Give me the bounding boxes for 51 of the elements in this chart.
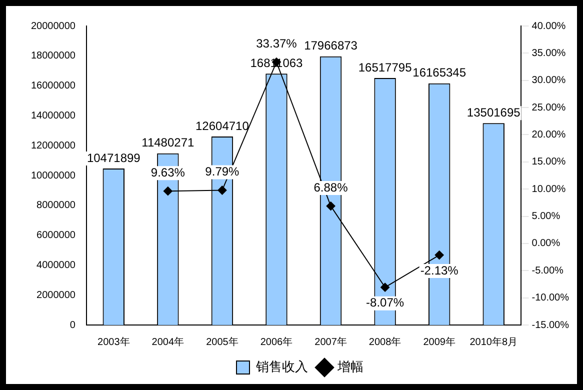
y-tick-label: 4000000 xyxy=(36,260,76,271)
data-label: 16517795 xyxy=(358,60,412,74)
x-tick-label: 2010年8月 xyxy=(470,336,518,348)
legend-label: 增幅 xyxy=(336,359,364,374)
y2-tick-label: -10.00% xyxy=(532,292,570,304)
y-tick-label: 14000000 xyxy=(30,110,76,122)
x-tick-label: 2004年 xyxy=(152,336,184,348)
y2-tick-label: 35.00% xyxy=(532,48,566,59)
y-tick-label: 0 xyxy=(70,320,76,331)
y-tick-label: 18000000 xyxy=(30,50,76,62)
y-tick-label: 6000000 xyxy=(36,230,76,242)
y-tick-label: 16000000 xyxy=(30,80,76,92)
point xyxy=(434,250,444,260)
y-tick-label: 10000000 xyxy=(30,170,76,182)
y2-tick-label: -5.00% xyxy=(532,265,564,276)
y2-tick-label: 10.00% xyxy=(532,184,566,195)
legend-label: 销售收入 xyxy=(255,359,308,374)
y-tick-label: 20000000 xyxy=(30,20,76,32)
y2-tick-label: 40.00% xyxy=(532,20,566,32)
data-label: 17966873 xyxy=(304,38,358,53)
data-label: 9.79% xyxy=(205,164,240,179)
x-tick-label: 2008年 xyxy=(368,336,402,348)
data-label: -8.07% xyxy=(366,296,404,310)
data-label: 10471899 xyxy=(86,150,141,165)
x-tick-label: 2003年 xyxy=(98,336,130,348)
y2-tick-label: 5.00% xyxy=(532,211,560,222)
data-label: 33.37% xyxy=(256,36,298,50)
y2-tick-label: 25.00% xyxy=(532,102,566,114)
y2-tick-label: 20.00% xyxy=(532,129,566,140)
data-label: -2.13% xyxy=(420,263,459,278)
y2-tick-label: 30.00% xyxy=(532,75,566,86)
y-tick-label: 12000000 xyxy=(30,140,76,152)
point xyxy=(163,186,172,196)
y-tick-label: 2000000 xyxy=(36,290,76,301)
data-label: 11480271 xyxy=(142,136,194,150)
x-tick-label: 2005年 xyxy=(206,336,238,348)
data-label: 12604710 xyxy=(196,118,250,133)
point xyxy=(326,202,336,211)
point xyxy=(380,282,390,292)
x-tick-label: 2007年 xyxy=(314,336,347,348)
x-tick-label: 2006年 xyxy=(260,336,293,348)
y-tick-label: 8000000 xyxy=(36,200,76,212)
data-label: 16165345 xyxy=(412,66,466,80)
x-tick-label: 2009年 xyxy=(423,336,456,348)
data-label: 13501695 xyxy=(466,105,521,120)
y2-tick-label: 15.00% xyxy=(532,156,566,168)
point xyxy=(218,186,227,195)
data-label: 9.63% xyxy=(150,165,186,180)
y2-tick-label: 0.00% xyxy=(532,238,560,250)
y2-tick-label: -15.00% xyxy=(532,320,570,331)
data-label: 6.88% xyxy=(314,180,348,194)
